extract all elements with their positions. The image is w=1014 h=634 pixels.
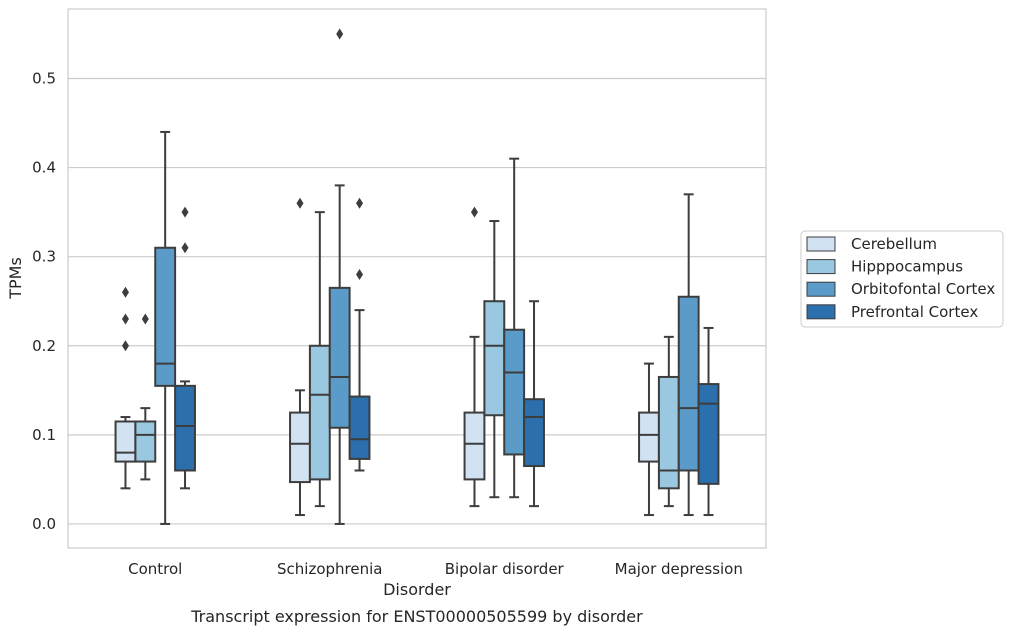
- box-cerebellum: [463, 206, 486, 508]
- box-prefrontal-cortex: [348, 197, 371, 472]
- box-prefrontal-cortex: [523, 300, 545, 508]
- legend-frame: [800, 230, 1004, 328]
- outlier-point: [296, 197, 304, 209]
- plot-frame: [67, 8, 767, 549]
- y-tick-label: 0.0: [32, 515, 56, 533]
- legend: Cerebellum Hipppocampus Orbitofontal Corte…: [800, 230, 1004, 328]
- y-tick-label: 0.5: [32, 69, 56, 87]
- box-body: [174, 384, 196, 472]
- legend-swatch: [806, 236, 836, 252]
- outlier-point: [470, 206, 478, 218]
- box-body: [638, 411, 660, 463]
- box-cerebellum: [289, 197, 311, 517]
- box-body: [308, 344, 331, 481]
- outlier-point: [356, 197, 364, 209]
- outlier-point: [121, 286, 129, 298]
- x-tick-label: Bipolar disorder: [445, 560, 565, 578]
- box-prefrontal-cortex: [697, 326, 720, 517]
- outlier-point: [121, 313, 129, 325]
- box-body: [348, 395, 371, 460]
- outlier-point: [181, 206, 189, 218]
- box-hipppocampus: [134, 313, 157, 481]
- box-body: [677, 295, 700, 472]
- box-body: [154, 246, 177, 387]
- box-prefrontal-cortex: [174, 206, 196, 490]
- box-body: [503, 328, 526, 456]
- y-tick-label: 0.2: [32, 337, 56, 355]
- box-body: [328, 286, 351, 429]
- outlier-point: [141, 313, 149, 325]
- outlier-point: [121, 340, 129, 352]
- boxes: [114, 28, 720, 525]
- box-body: [523, 398, 545, 468]
- box-cerebellum: [638, 362, 660, 517]
- box-hipppocampus: [483, 220, 506, 499]
- legend-swatch: [806, 281, 836, 297]
- box-body: [289, 411, 311, 484]
- box-body: [114, 420, 137, 463]
- y-tick-label: 0.4: [32, 159, 56, 177]
- legend-label: Orbitofontal Cortex: [851, 280, 995, 298]
- x-tick-label: Control: [128, 560, 182, 578]
- legend-swatch: [806, 304, 836, 320]
- box-orbitofontal-cortex: [328, 28, 351, 525]
- y-axis-title: TPMs: [6, 257, 25, 300]
- box-hipppocampus: [308, 211, 331, 508]
- box-orbitofontal-cortex: [154, 130, 177, 525]
- outlier-point: [356, 268, 364, 280]
- y-tick-label: 0.3: [32, 248, 56, 266]
- box-hipppocampus: [657, 335, 680, 508]
- y-tick-labels: 0.0 0.1 0.2 0.3 0.4 0.5: [32, 69, 56, 532]
- legend-label: Cerebellum: [851, 235, 937, 253]
- x-tick-label: Schizophrenia: [277, 560, 382, 578]
- x-tick-labels: Control Schizophrenia Bipolar disorder Majo…: [128, 560, 743, 578]
- box-body: [657, 375, 680, 490]
- legend-label: Hipppocampus: [851, 258, 963, 276]
- legend-label: Prefrontal Cortex: [851, 303, 978, 321]
- outlier-point: [336, 28, 344, 40]
- chart-caption: Transcript expression for ENST0000050559…: [190, 607, 643, 626]
- legend-swatch: [806, 259, 836, 275]
- box-body: [483, 300, 506, 417]
- y-tick-label: 0.1: [32, 426, 56, 444]
- box-body: [463, 411, 486, 481]
- outlier-point: [181, 242, 189, 254]
- box-body: [697, 383, 720, 485]
- box-cerebellum: [114, 286, 137, 490]
- box-orbitofontal-cortex: [503, 157, 526, 499]
- x-axis-title: Disorder: [383, 580, 451, 599]
- x-tick-label: Major depression: [615, 560, 743, 578]
- box-body: [134, 420, 157, 463]
- box-orbitofontal-cortex: [677, 193, 700, 517]
